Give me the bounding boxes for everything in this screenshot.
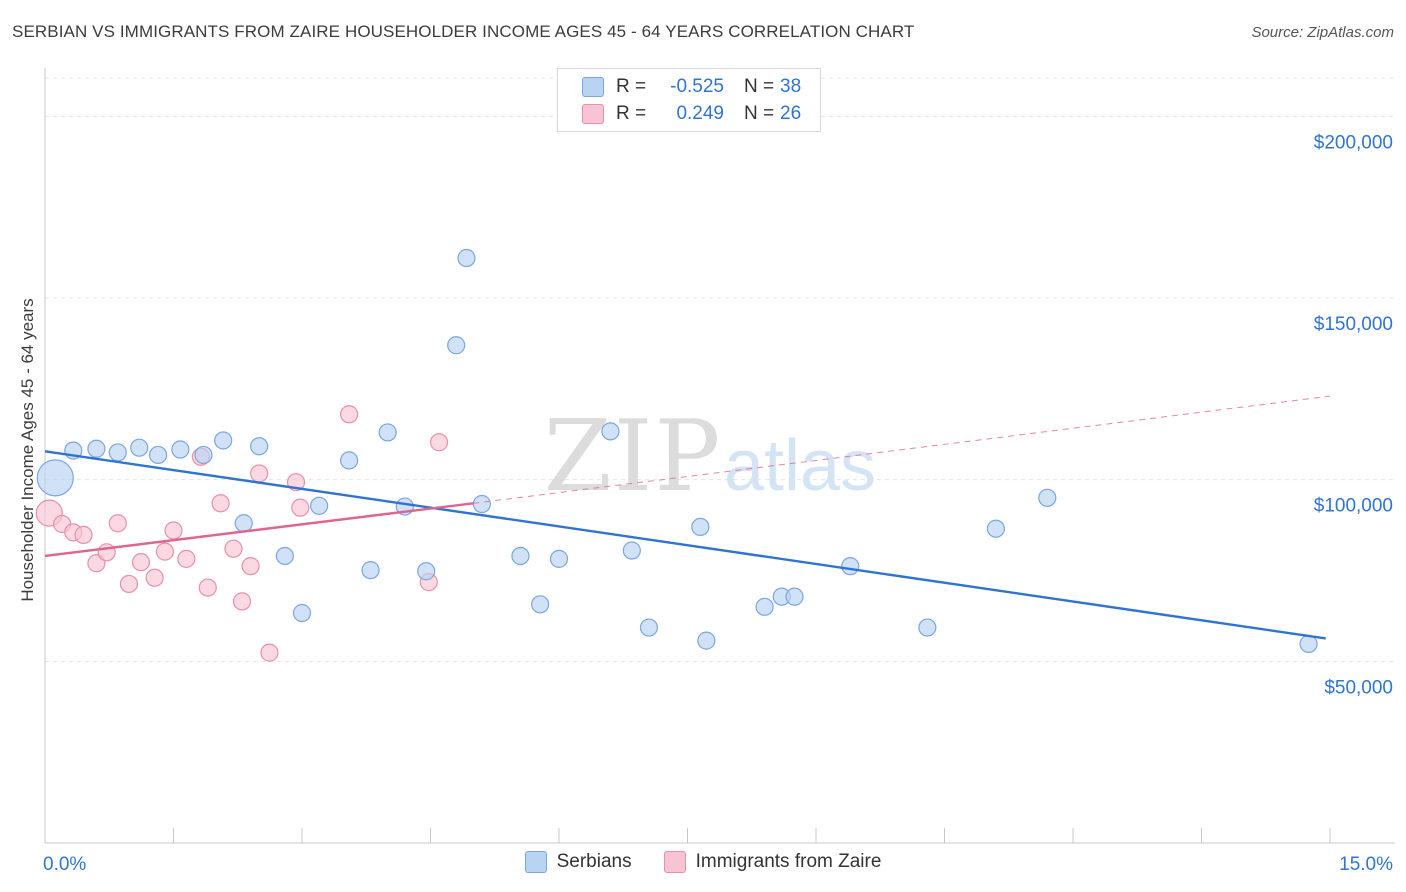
legend-label-zaire: Immigrants from Zaire xyxy=(695,851,882,872)
serbian-point xyxy=(417,562,436,581)
r-value: -0.525 xyxy=(670,76,724,97)
zaire-point xyxy=(97,543,116,562)
serbian-point xyxy=(171,440,190,459)
zaire-point xyxy=(164,521,183,540)
zaire-point xyxy=(232,592,252,611)
chart-title: SERBIAN VS IMMIGRANTS FROM ZAIRE HOUSEHO… xyxy=(12,22,915,41)
legend-item-serbians: Serbians xyxy=(524,851,632,873)
zaire-point xyxy=(131,553,151,572)
serbians-swatch xyxy=(524,851,547,873)
legend-row-zaire: R = 0.249 N = 26 xyxy=(582,101,801,127)
serbian-point xyxy=(214,431,233,450)
serbian-point xyxy=(361,561,380,580)
serbian-point xyxy=(691,517,710,537)
serbian-point xyxy=(755,597,774,616)
source-label: Source: ZipAtlas.com xyxy=(1251,24,1394,41)
zaire-point xyxy=(145,568,164,587)
watermark-zip: ZIP xyxy=(544,400,723,514)
serbian-point xyxy=(457,248,476,268)
n-value: 26 xyxy=(780,103,802,124)
serbian-point xyxy=(234,514,253,533)
serbian-point xyxy=(1038,488,1057,507)
serbian-point xyxy=(639,618,659,637)
y-tick-label: $50,000 xyxy=(1324,677,1393,698)
serbian-point xyxy=(194,445,213,465)
serbian-point xyxy=(601,422,620,441)
zaire-point xyxy=(211,494,230,513)
r-label: R = xyxy=(616,76,647,97)
y-tick-label: $150,000 xyxy=(1314,314,1393,335)
zaire-point xyxy=(108,514,127,533)
serbian-point xyxy=(130,438,149,457)
zaire-point xyxy=(198,578,217,597)
zaire-swatch xyxy=(663,851,686,873)
zaire-point xyxy=(260,643,279,662)
watermark-atlas: atlas xyxy=(724,426,876,506)
serbian-point xyxy=(986,519,1006,538)
y-tick-label: $200,000 xyxy=(1314,132,1393,153)
zaire-point xyxy=(74,525,93,544)
serbian-point xyxy=(148,445,168,465)
serbian-point xyxy=(622,541,641,560)
serbian-trend-line xyxy=(44,450,1326,640)
y-tick-label: $100,000 xyxy=(1314,496,1393,517)
n-value: 38 xyxy=(780,76,802,97)
serbian-points xyxy=(36,248,1318,653)
r-value: 0.249 xyxy=(676,103,724,124)
serbian-point xyxy=(108,443,127,462)
serbian-point xyxy=(36,459,74,497)
zaire-point xyxy=(429,433,449,452)
y-axis-label: Householder Income Ages 45 - 64 years xyxy=(18,298,37,602)
x-tick-label-max: 15.0% xyxy=(1339,854,1393,875)
n-label: N = xyxy=(744,103,775,124)
serbian-point xyxy=(447,336,466,355)
serbian-point xyxy=(275,546,294,566)
zaire-swatch xyxy=(582,104,604,124)
serbian-point xyxy=(378,423,397,442)
zaire-point xyxy=(241,557,260,576)
serbian-point xyxy=(87,439,106,458)
zaire-point xyxy=(250,464,269,483)
serbian-point xyxy=(841,557,860,576)
x-tick-labels: 0.0% 15.0% xyxy=(43,854,1393,875)
serbian-point xyxy=(310,496,329,515)
serbian-point xyxy=(531,595,550,614)
trend-lines xyxy=(44,395,1331,640)
zaire-point xyxy=(177,549,196,568)
serbian-point xyxy=(250,437,269,456)
zaire-point xyxy=(340,405,359,424)
zaire-point xyxy=(224,539,243,558)
serbian-point xyxy=(918,618,937,637)
legend-item-zaire: Immigrants from Zaire xyxy=(663,851,882,873)
serbian-point xyxy=(511,546,530,566)
serbian-point xyxy=(549,549,569,568)
r-label: R = xyxy=(616,103,647,124)
serbian-point xyxy=(697,631,716,650)
serbian-point xyxy=(785,587,804,606)
legend-row-serbians: R = -0.525 N = 38 xyxy=(582,74,801,100)
axes xyxy=(44,68,1395,844)
zaire-point xyxy=(155,542,175,561)
x-tick-label-min: 0.0% xyxy=(43,854,86,875)
zaire-point xyxy=(291,498,310,517)
zaire-point xyxy=(119,574,139,594)
y-axis-label-wrap: Householder Income Ages 45 - 64 years xyxy=(14,250,42,650)
legend-label-serbians: Serbians xyxy=(556,851,632,872)
zaire-trend-line-projected xyxy=(473,395,1331,504)
n-label: N = xyxy=(744,76,775,97)
zaire-trend-line xyxy=(44,502,474,558)
serbian-point xyxy=(292,603,312,623)
y-tick-labels: $50,000 $100,000 $150,000 $200,000 xyxy=(1314,132,1393,698)
serbians-swatch xyxy=(582,77,604,97)
serbian-point xyxy=(340,451,359,470)
bottom-legend: Serbians Immigrants from Zaire xyxy=(0,851,1406,873)
serbian-point xyxy=(472,494,491,514)
stats-legend: R = -0.525 N = 38 R = 0.249 N = 26 xyxy=(557,68,821,132)
